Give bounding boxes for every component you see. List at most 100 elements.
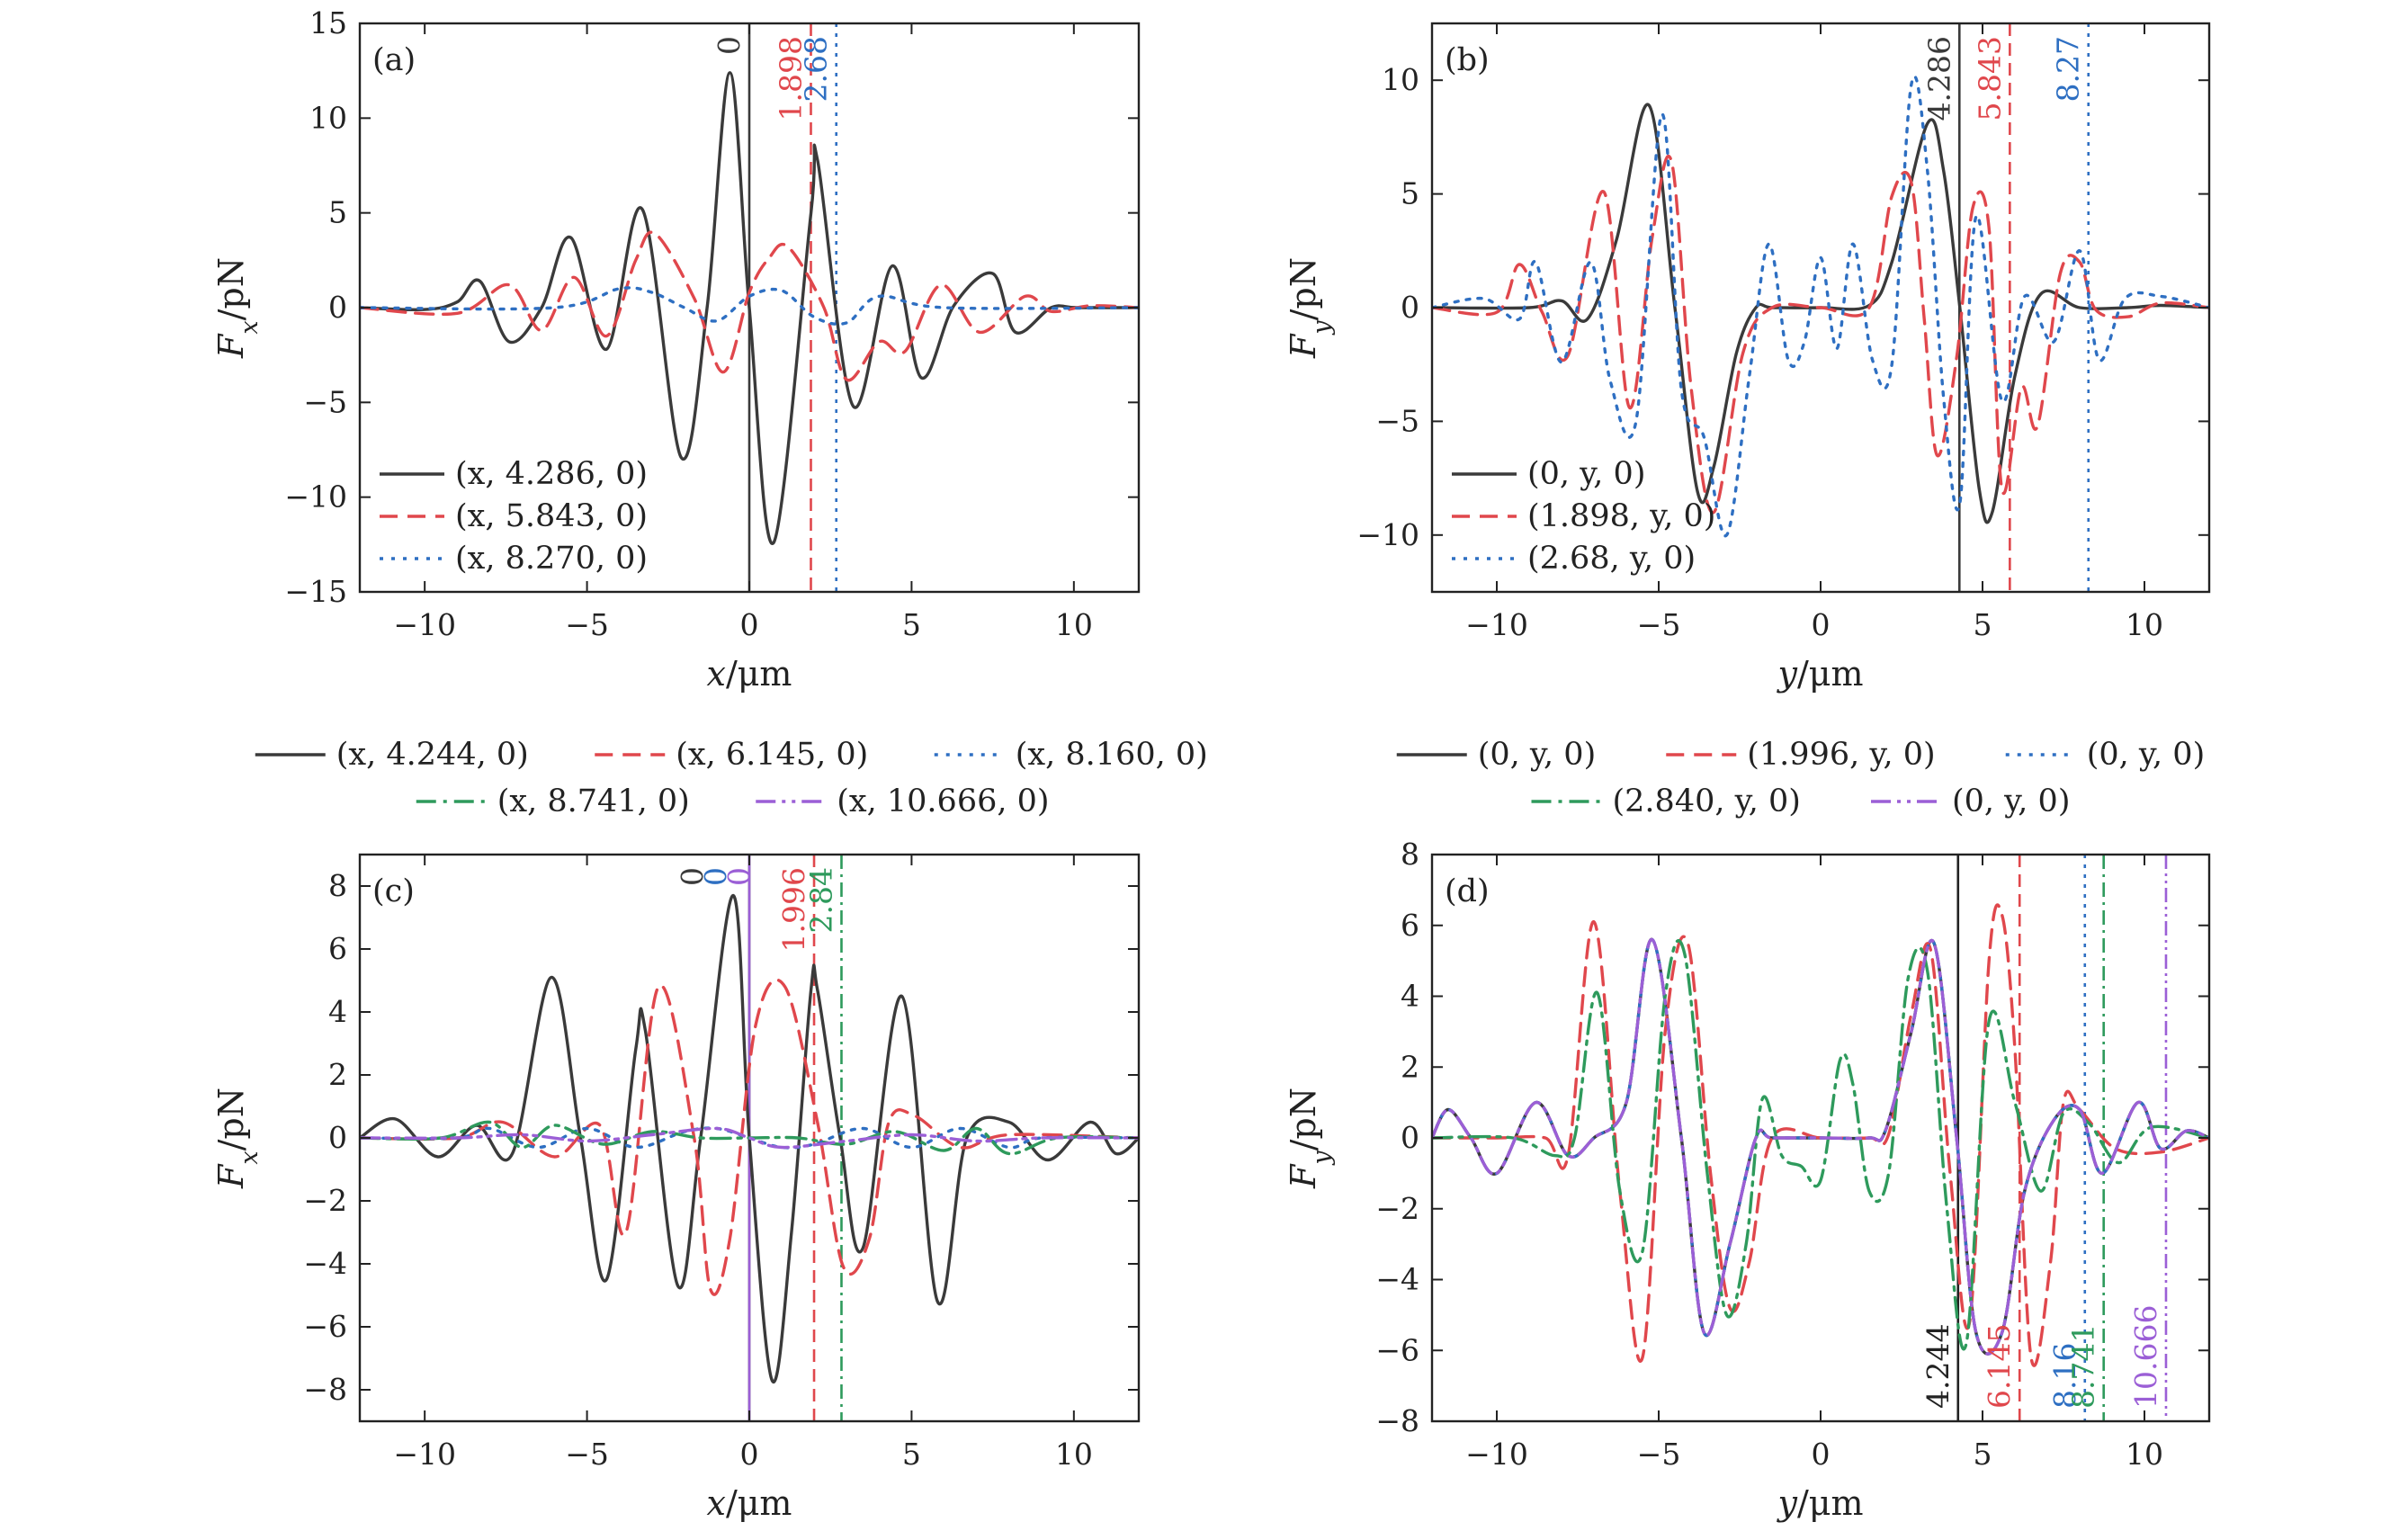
y-tick-label: −2 <box>303 1183 347 1218</box>
x-tick-label: −10 <box>393 607 456 642</box>
legend-item: (1.996, y, 0) <box>1666 737 1936 773</box>
series-group <box>360 893 1139 1384</box>
series-line <box>1432 75 2209 538</box>
y-axis-unit: /pN <box>211 257 251 320</box>
panel-label: (d) <box>1445 873 1490 909</box>
legend-item: (x, 8.741, 0) <box>416 783 690 819</box>
series-line <box>1432 937 2209 1356</box>
y-axis-sub: x <box>236 320 264 334</box>
x-tick-label: −5 <box>1637 607 1681 642</box>
x-tick-label: 5 <box>902 1437 921 1472</box>
panel-label: (a) <box>372 42 416 78</box>
y-tick-label: 15 <box>309 5 347 40</box>
series-line <box>360 893 1139 1384</box>
y-tick-label: 6 <box>328 931 347 966</box>
x-tick-label: −10 <box>1465 1437 1528 1472</box>
x-axis-unit: /μm <box>726 1483 792 1523</box>
x-axis-unit: /μm <box>1797 1483 1864 1523</box>
legend-item: (x, 6.145, 0) <box>595 737 868 773</box>
x-tick-label: −5 <box>1637 1437 1681 1472</box>
legend-label: (x, 10.666, 0) <box>837 783 1049 819</box>
series-line <box>360 1126 1139 1150</box>
x-tick-label: −5 <box>565 607 609 642</box>
marker-value-label: 0 <box>698 867 733 886</box>
y-axis-unit: /pN <box>211 1088 251 1150</box>
y-tick-label: −6 <box>1375 1332 1419 1367</box>
legend-label: (2.68, y, 0) <box>1527 541 1696 577</box>
series-line <box>1432 937 2209 1356</box>
y-tick-label: −10 <box>1356 517 1419 552</box>
y-tick-label: −6 <box>303 1309 347 1344</box>
legend-item: (x, 8.270, 0) <box>380 541 648 577</box>
x-tick-label: −10 <box>1465 607 1528 642</box>
y-axis-var: F <box>1284 333 1323 359</box>
series-line <box>1432 939 2209 1351</box>
x-tick-label: 0 <box>740 1437 759 1472</box>
y-axis-sub: x <box>236 1150 264 1164</box>
marker-value-label: 0 <box>712 36 747 55</box>
y-tick-label: −5 <box>1375 403 1419 438</box>
legend-item: (x, 4.244, 0) <box>255 737 529 773</box>
x-axis-label: x/μm <box>707 654 792 694</box>
y-tick-label: −15 <box>284 574 347 609</box>
legend-label: (2.840, y, 0) <box>1613 783 1801 819</box>
series-line <box>1432 154 2209 515</box>
x-tick-label: −10 <box>393 1437 456 1472</box>
x-tick-label: 0 <box>1812 607 1831 642</box>
x-tick-label: 10 <box>1055 607 1093 642</box>
panel-a: −10 −5 0 5 10 −15 −10 −5 0 5 10 15 x/μm Fx/pN (a) 0 1.89… <box>211 5 1141 694</box>
series-line <box>1432 937 2209 1356</box>
x-tick-label: 10 <box>2126 607 2163 642</box>
x-axis-var: x <box>707 1483 726 1523</box>
legend-label: (1.898, y, 0) <box>1527 498 1715 534</box>
y-axis-label: Fx/pN <box>211 257 264 359</box>
legend-label: (x, 8.160, 0) <box>1016 737 1208 773</box>
legend-label: (x, 4.286, 0) <box>455 456 648 492</box>
y-tick-label: −10 <box>284 479 347 515</box>
x-axis-var: y <box>1776 654 1797 694</box>
panel-b: −10 −5 0 5 10 −10 −5 0 5 10 y/μm Fy/pN (b) 4.286 5.843… <box>1284 22 2211 694</box>
x-axis-label: y/μm <box>1776 654 1863 694</box>
series-line <box>360 286 1139 327</box>
x-tick-label: −5 <box>565 1437 609 1472</box>
legend-label: (0, y, 0) <box>1527 456 1645 492</box>
legend-item: (2.840, y, 0) <box>1531 783 1801 819</box>
legend-item: (x, 8.160, 0) <box>934 737 1208 773</box>
x-axis-unit: /μm <box>1797 654 1864 694</box>
legend-item: (x, 10.666, 0) <box>756 783 1050 819</box>
marker-value-label: 6.145 <box>1982 1324 2017 1409</box>
marker-value-label: 2.68 <box>799 36 834 102</box>
panel-d: −10 −5 0 5 10 −8 −6 −4 −2 0 2 4 6 8 y/μm Fy/pN (d) 4.244 6… <box>1284 737 2211 1523</box>
legend-item: (x, 5.843, 0) <box>380 498 648 534</box>
y-axis-sub: y <box>1308 1150 1336 1166</box>
y-tick-label: 4 <box>1401 979 1419 1014</box>
marker-value-label: 10.666 <box>2128 1305 2163 1409</box>
panel-label: (c) <box>372 873 415 909</box>
marker-value-label: 4.286 <box>1921 36 1956 121</box>
legend-label: (x, 5.843, 0) <box>455 498 648 534</box>
x-axis-label: y/μm <box>1776 1483 1863 1523</box>
marker-value-label: 0 <box>675 867 710 886</box>
y-tick-label: −2 <box>1375 1191 1419 1226</box>
y-tick-label: 0 <box>328 1120 347 1155</box>
y-tick-label: −4 <box>1375 1262 1419 1297</box>
x-tick-label: 5 <box>1974 607 1992 642</box>
x-tick-label: 10 <box>1055 1437 1093 1472</box>
y-tick-label: −8 <box>1375 1403 1419 1438</box>
y-axis-sub: y <box>1308 320 1336 336</box>
y-axis-var: F <box>211 333 251 359</box>
y-tick-label: 10 <box>309 100 347 135</box>
legend-label: (x, 6.145, 0) <box>676 737 868 773</box>
y-axis-label: Fy/pN <box>1284 257 1336 359</box>
legend-item: (0, y, 0) <box>1396 737 1596 773</box>
series-group <box>360 71 1139 545</box>
y-axis-var: F <box>211 1163 251 1189</box>
y-axis-label: Fy/pN <box>1284 1088 1336 1189</box>
legend-item: (1.898, y, 0) <box>1452 498 1715 534</box>
marker-value-label: 8.741 <box>2066 1324 2101 1409</box>
legend-label: (0, y, 0) <box>2087 737 2205 773</box>
marker-value-label: 5.843 <box>1972 36 2007 121</box>
y-tick-label: 8 <box>328 868 347 903</box>
